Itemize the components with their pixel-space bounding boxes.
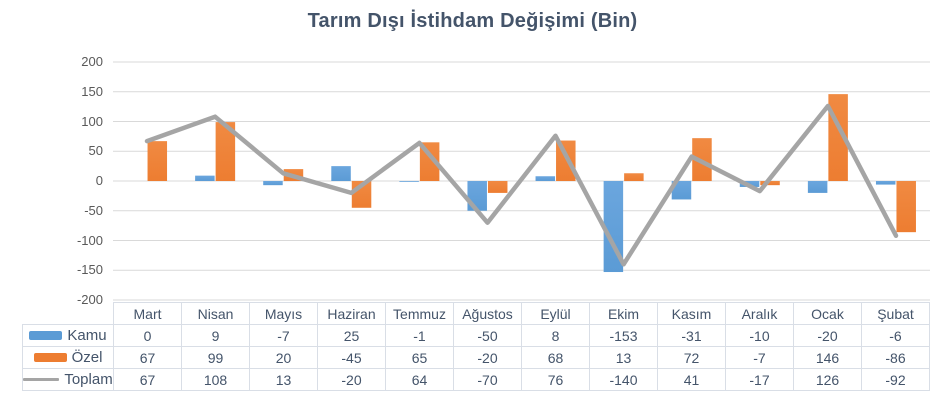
bar-özel bbox=[215, 122, 236, 181]
bar-özel bbox=[760, 181, 780, 186]
bar-kamu bbox=[671, 181, 692, 200]
value-cell: -50 bbox=[453, 324, 522, 347]
y-axis-tick-label: -150 bbox=[76, 262, 103, 278]
value-cell: 76 bbox=[521, 368, 590, 391]
value-cell: -20 bbox=[453, 346, 522, 369]
table-header-row: Mart Nisan Mayıs Haziran Temmuz Ağustos Eylül E… bbox=[23, 302, 930, 325]
value-cell: 20 bbox=[249, 346, 318, 369]
value-cell: -70 bbox=[453, 368, 522, 391]
value-cell: 68 bbox=[521, 346, 590, 369]
value-cell: -140 bbox=[589, 368, 658, 391]
bar-özel bbox=[624, 173, 644, 181]
legend-bar-swatch bbox=[29, 331, 63, 340]
value-cell: 67 bbox=[113, 368, 182, 391]
value-cell: -86 bbox=[861, 346, 930, 369]
month-header: Mart bbox=[113, 302, 182, 325]
value-cell: 65 bbox=[385, 346, 454, 369]
bar-özel bbox=[896, 181, 916, 233]
y-axis-tick-label: -50 bbox=[84, 202, 103, 218]
value-cell: 99 bbox=[181, 346, 250, 369]
bar-özel bbox=[419, 142, 440, 181]
bar-kamu bbox=[263, 181, 283, 186]
value-cell: 146 bbox=[793, 346, 862, 369]
y-axis-tick-label: 150 bbox=[81, 83, 103, 99]
data-table: Mart Nisan Mayıs Haziran Temmuz Ağustos Eylül E… bbox=[22, 302, 930, 391]
value-cell: 126 bbox=[793, 368, 862, 391]
bar-kamu bbox=[195, 175, 215, 181]
legend-label: Kamu bbox=[67, 327, 107, 344]
bar-özel bbox=[828, 94, 848, 181]
y-axis-tick-label: 200 bbox=[81, 54, 103, 69]
legend-cell-özel: Özel bbox=[22, 346, 114, 369]
value-cell: -20 bbox=[317, 368, 386, 391]
bar-kamu bbox=[739, 181, 760, 187]
month-header: Ağustos bbox=[453, 302, 522, 325]
chart-title: Tarım Dışı İstihdam Değişimi (Bin) bbox=[307, 10, 638, 32]
month-header: Ekim bbox=[589, 302, 658, 325]
y-axis-tick-label: -200 bbox=[76, 292, 103, 307]
value-cell: -45 bbox=[317, 346, 386, 369]
value-cell: -7 bbox=[249, 324, 318, 347]
bar-kamu bbox=[399, 181, 419, 182]
value-cell: 13 bbox=[249, 368, 318, 391]
value-cell: -6 bbox=[861, 324, 930, 347]
value-cell: 108 bbox=[181, 368, 250, 391]
bar-kamu bbox=[331, 166, 351, 181]
value-cell: -92 bbox=[861, 368, 930, 391]
month-header: Nisan bbox=[181, 302, 250, 325]
value-cell: 9 bbox=[181, 324, 250, 347]
value-cell: 13 bbox=[589, 346, 658, 369]
legend-cell-kamu: Kamu bbox=[22, 324, 114, 347]
bar-kamu bbox=[535, 176, 556, 181]
y-axis-tick-label: 0 bbox=[95, 173, 103, 188]
bar-özel bbox=[692, 138, 712, 181]
bar-kamu bbox=[807, 181, 828, 193]
bar-kamu bbox=[603, 181, 624, 273]
y-axis-tick-label: 50 bbox=[88, 143, 103, 159]
value-cell: 0 bbox=[113, 324, 182, 347]
legend-label: Toplam bbox=[64, 371, 113, 388]
month-header: Eylül bbox=[521, 302, 590, 325]
value-cell: -17 bbox=[725, 368, 794, 391]
table-corner-cell bbox=[23, 303, 114, 325]
bar-özel bbox=[556, 140, 576, 181]
table-row-toplam: Toplam 67 108 13 -20 64 -70 76 -140 41 -17 126 -92 bbox=[22, 368, 930, 391]
legend-bar-swatch bbox=[33, 353, 67, 362]
legend-line-swatch bbox=[23, 378, 60, 381]
value-cell: 64 bbox=[385, 368, 454, 391]
value-cell: 67 bbox=[113, 346, 182, 369]
value-cell: 25 bbox=[317, 324, 386, 347]
month-header: Temmuz bbox=[385, 302, 454, 325]
month-header: Mayıs bbox=[249, 302, 318, 325]
value-cell: -153 bbox=[589, 324, 658, 347]
legend-cell-toplam: Toplam bbox=[22, 368, 114, 391]
y-axis-tick-label: -100 bbox=[76, 232, 103, 248]
value-cell: 72 bbox=[657, 346, 726, 369]
value-cell: -10 bbox=[725, 324, 794, 347]
value-cell: -1 bbox=[385, 324, 454, 347]
value-cell: 8 bbox=[521, 324, 590, 347]
y-axis-tick-label: 100 bbox=[81, 113, 103, 129]
month-header: Aralık bbox=[725, 302, 794, 325]
bar-özel bbox=[351, 181, 372, 208]
bar-özel bbox=[487, 181, 508, 193]
bar-kamu bbox=[875, 181, 896, 185]
month-header: Haziran bbox=[317, 302, 386, 325]
value-cell: -20 bbox=[793, 324, 862, 347]
value-cell: -31 bbox=[657, 324, 726, 347]
month-header: Şubat bbox=[861, 302, 930, 325]
table-row-özel: Özel 67 99 20 -45 65 -20 68 13 72 -7 146 -86 bbox=[22, 346, 930, 369]
line-toplam bbox=[144, 103, 899, 267]
value-cell: 41 bbox=[657, 368, 726, 391]
bar-özel bbox=[147, 141, 168, 181]
bar-kamu bbox=[467, 181, 487, 211]
month-header: Ocak bbox=[793, 302, 862, 325]
bar-özel bbox=[283, 169, 304, 181]
month-header: Kasım bbox=[657, 302, 726, 325]
legend-label: Özel bbox=[71, 349, 103, 366]
value-cell: -7 bbox=[725, 346, 794, 369]
table-row-kamu: Kamu 0 9 -7 25 -1 -50 8 -153 -31 -10 -20 -6 bbox=[22, 324, 930, 347]
